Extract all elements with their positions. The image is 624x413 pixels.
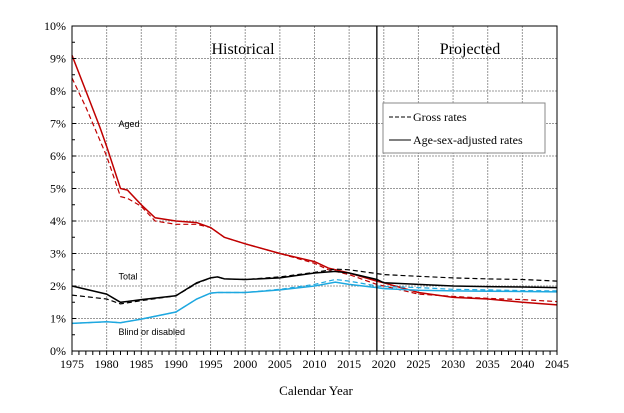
region-label-historical: Historical bbox=[211, 41, 275, 58]
y-tick-label: 5% bbox=[50, 182, 66, 196]
x-tick-label: 1985 bbox=[129, 357, 153, 371]
x-tick-label: 2000 bbox=[233, 357, 257, 371]
y-tick-label: 2% bbox=[50, 279, 66, 293]
series-line-aged-gross bbox=[71, 77, 558, 303]
y-tick-label: 1% bbox=[50, 312, 66, 326]
series-annotation: Blind or disabled bbox=[119, 327, 186, 337]
x-tick-label: 2035 bbox=[476, 357, 500, 371]
series-line-aged-adjusted bbox=[71, 55, 558, 306]
series-annotation: Total bbox=[119, 272, 138, 282]
series-line-total-adjusted bbox=[71, 270, 558, 304]
y-tick-label: 6% bbox=[50, 149, 66, 163]
legend-label-adjusted: Age-sex-adjusted rates bbox=[413, 133, 523, 147]
y-tick-label: 10% bbox=[44, 19, 66, 33]
y-tick-label: 9% bbox=[50, 52, 66, 66]
x-tick-label: 1990 bbox=[164, 357, 188, 371]
y-tick-label: 4% bbox=[50, 214, 66, 228]
plot-frame bbox=[71, 25, 558, 352]
x-tick-label: 2045 bbox=[545, 357, 569, 371]
x-tick-label: 2015 bbox=[337, 357, 361, 371]
series-annotation: Aged bbox=[119, 119, 140, 129]
x-axis-label: Calendar Year bbox=[279, 383, 353, 398]
series-line-blind-or-disabled-gross bbox=[71, 278, 558, 324]
x-tick-label: 2020 bbox=[372, 357, 396, 371]
series-line-total-gross bbox=[71, 268, 558, 305]
legend: Gross rates Age-sex-adjusted rates bbox=[382, 102, 546, 154]
x-tick-label: 2030 bbox=[441, 357, 465, 371]
x-tick-label: 2025 bbox=[406, 357, 430, 371]
x-tick-label: 1975 bbox=[60, 357, 84, 371]
x-tick-label: 2040 bbox=[510, 357, 534, 371]
x-tick-label: 2010 bbox=[303, 357, 327, 371]
x-tick-label: 1995 bbox=[199, 357, 223, 371]
region-label-projected: Projected bbox=[440, 41, 500, 58]
x-tick-label: 1980 bbox=[95, 357, 119, 371]
legend-label-gross: Gross rates bbox=[413, 110, 467, 124]
y-tick-label: 0% bbox=[50, 344, 66, 358]
y-tick-label: 7% bbox=[50, 117, 66, 131]
y-tick-label: 8% bbox=[50, 84, 66, 98]
legend-box bbox=[382, 102, 546, 154]
y-tick-label: 3% bbox=[50, 247, 66, 261]
x-tick-label: 2005 bbox=[268, 357, 292, 371]
